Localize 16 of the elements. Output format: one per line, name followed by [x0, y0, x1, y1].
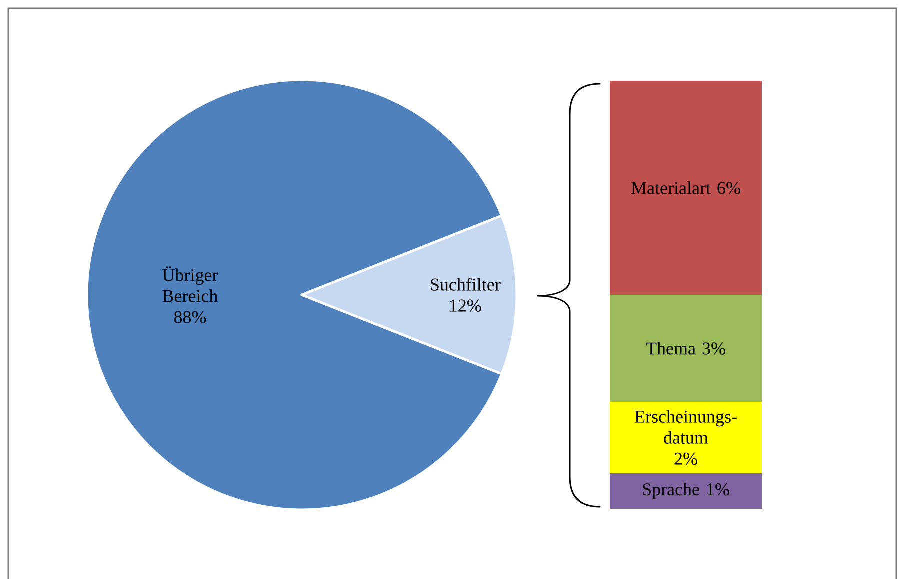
data-label: 1%	[708, 484, 730, 496]
slice-label: Übriger Bereich	[162, 266, 218, 302]
series-label: Materialart	[632, 182, 711, 194]
data-label: 6%	[718, 182, 740, 194]
data-label: 12%	[450, 300, 482, 312]
series-label: Sprache	[643, 482, 700, 500]
series-label: Thema	[646, 342, 696, 355]
slice-label: Suchfilter	[431, 278, 501, 291]
bar	[610, 473, 762, 509]
bar	[610, 402, 762, 474]
data-label: 3%	[702, 342, 726, 355]
series-label: Erscheinungs-datum	[635, 410, 737, 444]
data-label: 88%	[174, 311, 206, 324]
bar	[610, 295, 762, 402]
data-label: 2%	[674, 452, 698, 466]
bar	[610, 80, 762, 295]
